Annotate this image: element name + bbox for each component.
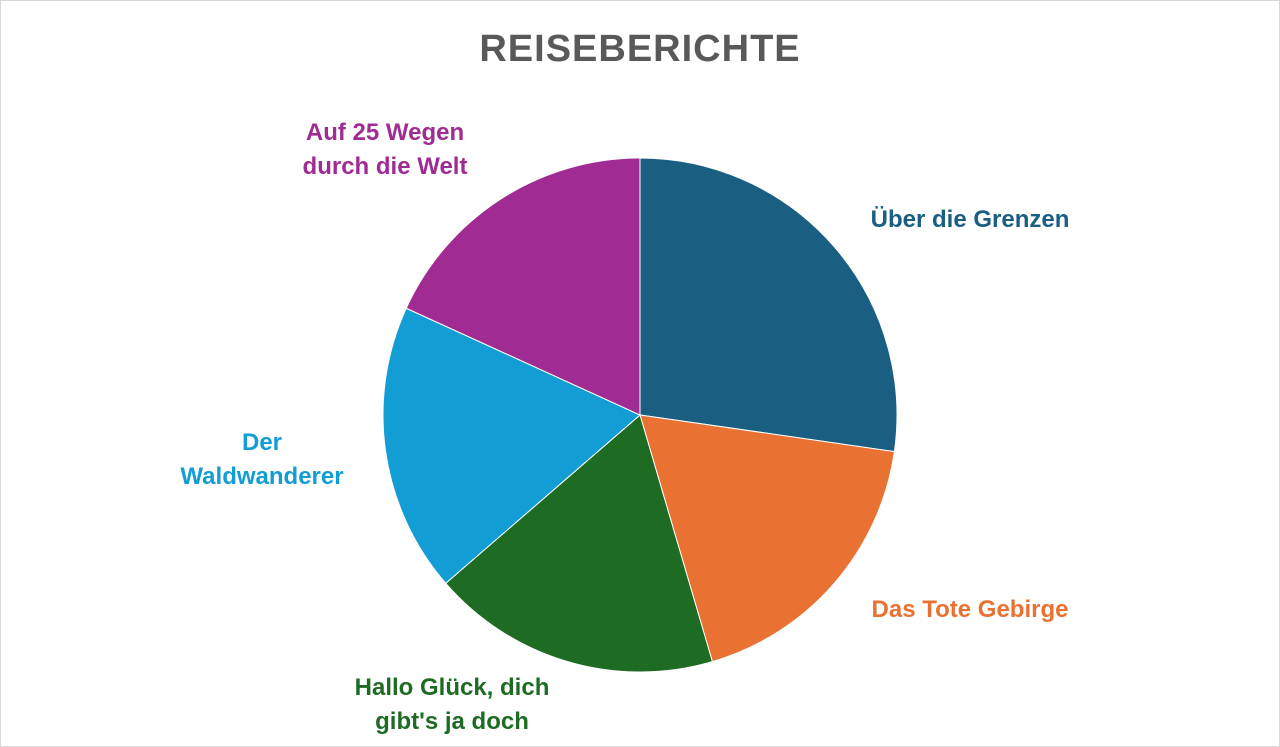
pie-slice <box>445 414 714 673</box>
slice-label: Über die Grenzen <box>870 206 1070 233</box>
pie-slice <box>405 157 641 416</box>
chart-title: REISEBERICHTE <box>479 28 801 70</box>
slice-label: Hallo Glück, dich gibt's ja doch <box>354 674 550 735</box>
slice-label: Der Waldwanderer <box>180 429 344 490</box>
slice-label: Das Tote Gebirge <box>871 596 1069 623</box>
slice-label: Auf 25 Wegen durch die Welt <box>302 119 468 180</box>
pie-slice <box>639 157 898 453</box>
pie-slice <box>382 307 641 585</box>
pie-slice <box>639 414 895 663</box>
